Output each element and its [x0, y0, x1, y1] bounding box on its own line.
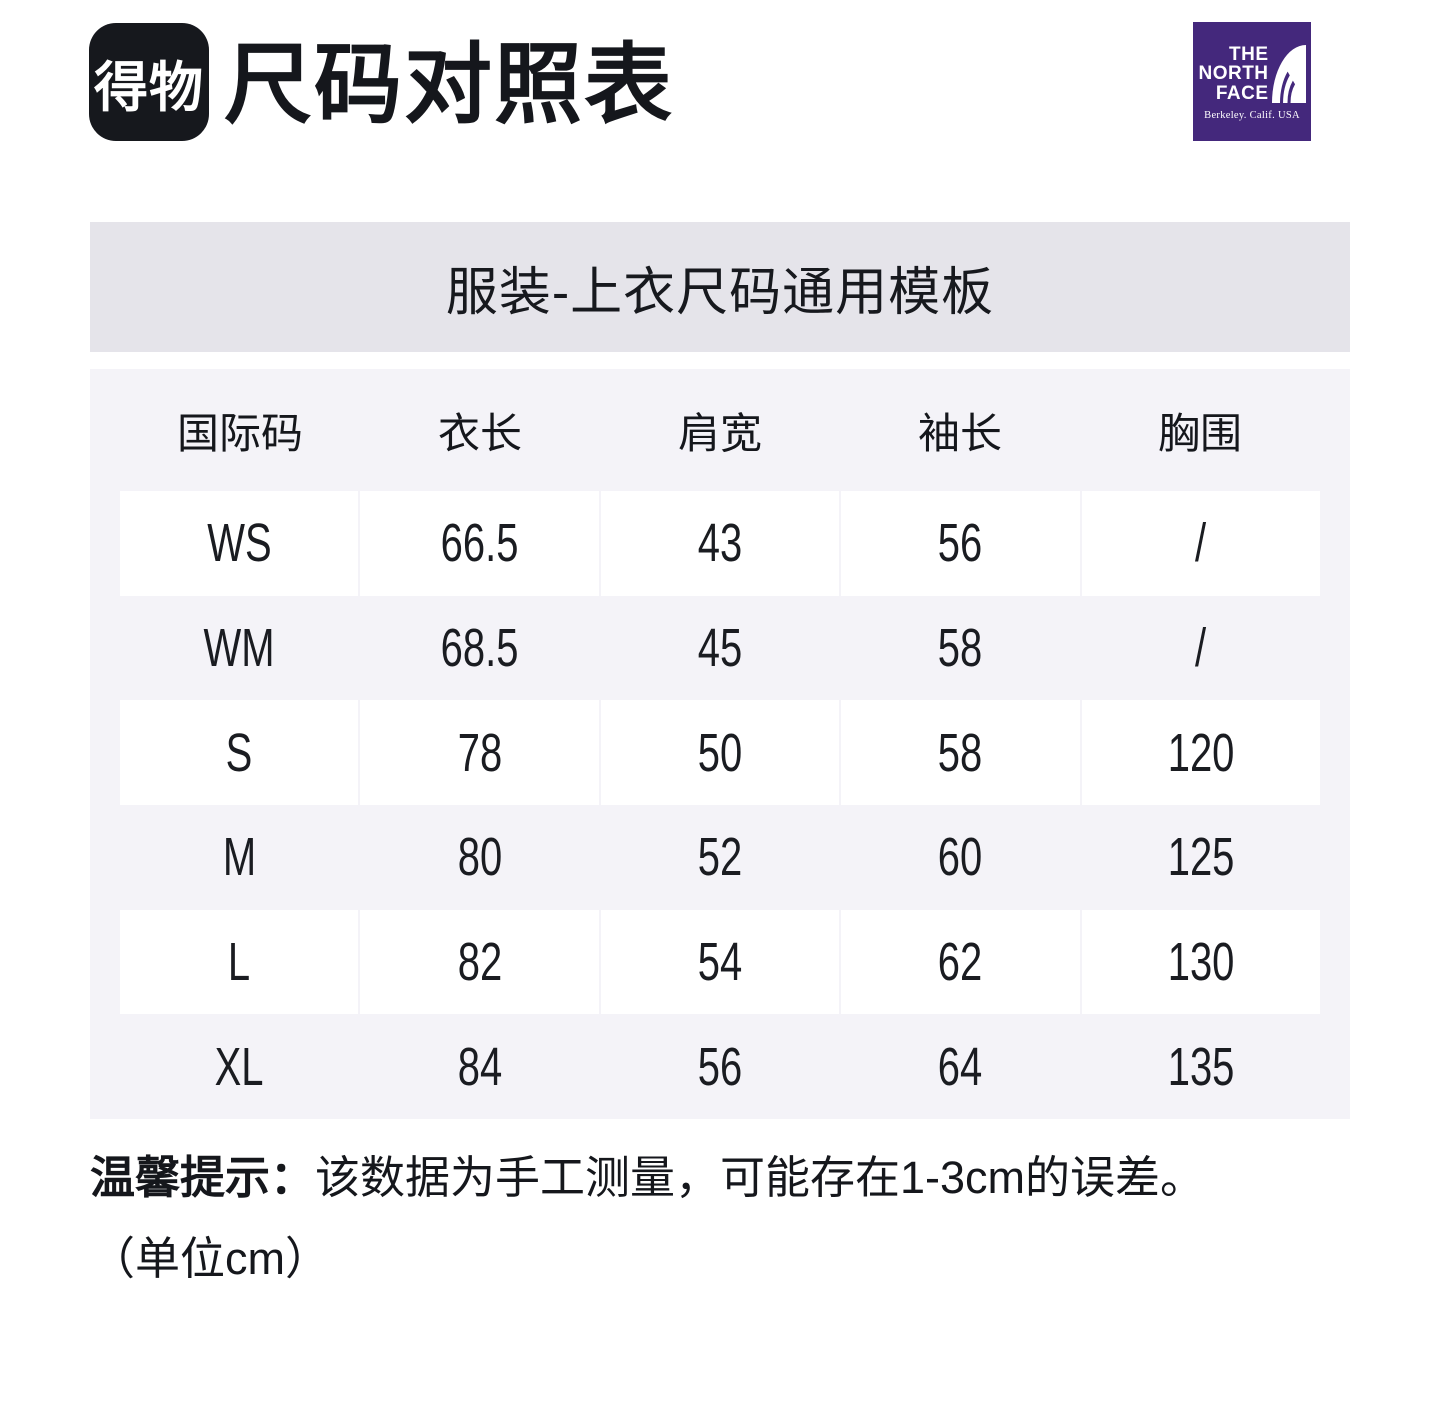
value: 45 [697, 618, 743, 678]
cell-chest: / [1081, 491, 1321, 596]
table-row-s: S 78 50 58 120 [90, 700, 1350, 806]
cell-garment-length: 78 [360, 700, 599, 806]
value: 58 [938, 618, 983, 678]
north-face-wordmark: THE NORTH FACE [1198, 44, 1306, 103]
size-label: S [225, 722, 253, 783]
cell-size: S [120, 700, 359, 806]
brand-line-north: NORTH [1198, 63, 1269, 84]
value: 54 [697, 932, 743, 993]
value: 82 [457, 932, 502, 993]
cell-garment-length: 68.5 [360, 596, 598, 701]
cell-size: M [120, 805, 358, 910]
value: 56 [938, 513, 983, 574]
value: 56 [697, 1036, 743, 1097]
unit-note: （单位cm） [90, 1233, 330, 1284]
half-dome-icon [1271, 44, 1306, 103]
cell-shoulder-width: 54 [600, 909, 840, 1015]
size-label: WS [207, 513, 272, 574]
cell-shoulder-width: 50 [600, 700, 840, 806]
value: 58 [938, 722, 983, 783]
page-title: 尺码对照表 [224, 35, 675, 134]
cell-garment-length: 84 [360, 1014, 598, 1119]
value: 64 [938, 1036, 983, 1097]
value: 50 [697, 722, 743, 783]
cell-sleeve-length: 64 [841, 1014, 1079, 1119]
cell-size: L [120, 909, 359, 1015]
table-row-xl: XL 84 56 64 135 [90, 1014, 1350, 1119]
value: 43 [697, 513, 743, 574]
dewu-app-logo: 得物 [89, 23, 209, 141]
size-label: XL [214, 1036, 264, 1097]
template-banner-text: 服装-上衣尺码通用模板 [445, 263, 995, 322]
size-label: M [222, 827, 256, 888]
size-table: 国际码 衣长 肩宽 袖长 胸围 WS 66.5 43 56 / WM 68.5 … [90, 369, 1350, 1119]
brand-line-the: THE [1229, 43, 1269, 65]
value: 130 [1167, 932, 1235, 993]
table-header-row: 国际码 衣长 肩宽 袖长 胸围 [90, 369, 1350, 491]
cell-chest: 120 [1081, 700, 1321, 806]
cell-sleeve-length: 58 [841, 700, 1080, 806]
cell-chest: / [1082, 596, 1320, 701]
value: 80 [457, 827, 502, 888]
value: 66.5 [440, 513, 519, 574]
cell-size: WS [120, 491, 359, 596]
brand-line-face: FACE [1215, 82, 1269, 104]
tip-label: 温馨提示： [90, 1152, 316, 1203]
cell-sleeve-length: 56 [841, 491, 1080, 596]
value: 125 [1167, 827, 1235, 888]
cell-sleeve-length: 58 [841, 596, 1079, 701]
cell-chest: 130 [1081, 909, 1321, 1015]
value: / [1195, 618, 1207, 678]
cell-size: XL [120, 1014, 358, 1119]
cell-shoulder-width: 52 [601, 805, 839, 910]
cell-size: WM [120, 596, 358, 701]
value: 52 [697, 827, 743, 888]
value: 60 [938, 827, 983, 888]
cell-chest: 125 [1082, 805, 1320, 910]
cell-chest: 135 [1082, 1014, 1320, 1119]
north-face-name: THE NORTH FACE [1198, 45, 1268, 103]
value: / [1195, 513, 1207, 574]
brand-caption: Berkeley. Calif. USA [1204, 109, 1300, 121]
column-header-garment-length: 衣长 [437, 409, 522, 457]
table-row-m: M 80 52 60 125 [90, 805, 1350, 910]
cell-shoulder-width: 45 [601, 596, 839, 701]
size-label: WM [203, 618, 275, 678]
measurement-tip: 温馨提示：该数据为手工测量，可能存在1-3cm的误差。 [90, 1141, 1205, 1206]
template-banner: 服装-上衣尺码通用模板 [90, 222, 1350, 352]
column-header-intl-size: 国际码 [176, 409, 303, 457]
north-face-logo: THE NORTH FACE Berkeley. Calif. USA [1193, 22, 1311, 141]
cell-shoulder-width: 56 [601, 1014, 839, 1119]
value: 68.5 [440, 618, 519, 678]
table-row-wm: WM 68.5 45 58 / [90, 596, 1350, 701]
column-header-shoulder-width: 肩宽 [677, 409, 762, 457]
cell-garment-length: 82 [360, 909, 599, 1015]
tip-text: 该数据为手工测量，可能存在1-3cm的误差。 [315, 1152, 1206, 1203]
value: 62 [938, 932, 983, 993]
value: 120 [1167, 722, 1235, 783]
value: 135 [1167, 1036, 1235, 1097]
table-row-l: L 82 54 62 130 [90, 909, 1350, 1015]
cell-sleeve-length: 62 [841, 909, 1080, 1015]
cell-garment-length: 66.5 [360, 491, 599, 596]
dewu-logo-text: 得物 [94, 57, 204, 118]
cell-garment-length: 80 [360, 805, 598, 910]
column-header-sleeve-length: 袖长 [917, 409, 1002, 457]
table-row-ws: WS 66.5 43 56 / [90, 491, 1350, 596]
column-header-chest: 胸围 [1157, 409, 1242, 457]
value: 84 [457, 1036, 502, 1097]
cell-sleeve-length: 60 [841, 805, 1079, 910]
value: 78 [457, 722, 502, 783]
cell-shoulder-width: 43 [600, 491, 840, 596]
size-label: L [228, 932, 251, 993]
